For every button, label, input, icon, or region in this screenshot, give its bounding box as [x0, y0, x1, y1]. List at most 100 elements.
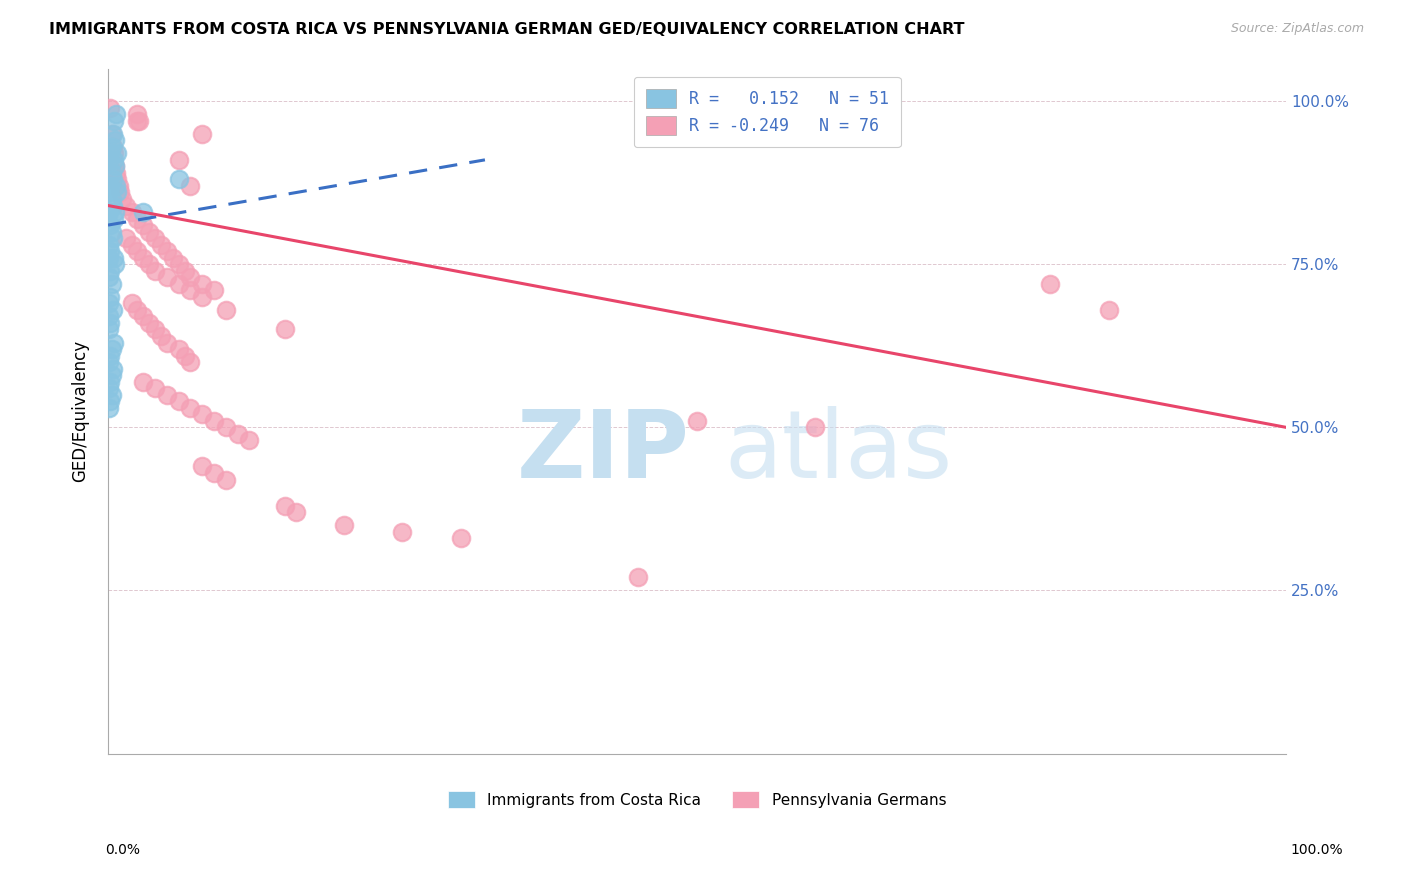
Point: [156, 270, 179, 285]
Point: [143, 264, 166, 278]
Point: [627, 570, 650, 584]
Point: [191, 407, 214, 421]
Point: [107, 146, 129, 161]
Point: [107, 186, 129, 200]
Point: [273, 322, 295, 336]
Point: [127, 107, 149, 121]
Point: [191, 127, 214, 141]
Point: [104, 257, 127, 271]
Point: [179, 270, 201, 285]
Point: [114, 198, 136, 212]
Point: [167, 153, 190, 167]
Point: [132, 251, 155, 265]
Point: [98, 322, 121, 336]
Point: [167, 342, 190, 356]
Point: [132, 310, 155, 324]
Point: [100, 387, 122, 401]
Text: 0.0%: 0.0%: [105, 843, 141, 857]
Point: [107, 172, 129, 186]
Point: [98, 244, 121, 259]
Text: Source: ZipAtlas.com: Source: ZipAtlas.com: [1230, 22, 1364, 36]
Point: [98, 401, 121, 415]
Point: [167, 257, 190, 271]
Point: [215, 302, 238, 317]
Point: [179, 283, 201, 297]
Point: [167, 172, 190, 186]
Point: [103, 335, 125, 350]
Point: [143, 381, 166, 395]
Point: [391, 524, 413, 539]
Point: [98, 355, 121, 369]
Point: [108, 186, 131, 200]
Point: [121, 237, 143, 252]
Point: [98, 270, 121, 285]
Point: [105, 166, 128, 180]
Point: [202, 466, 225, 480]
Point: [100, 368, 122, 383]
Point: [173, 349, 195, 363]
Point: [127, 244, 149, 259]
Point: [179, 355, 201, 369]
Point: [103, 113, 125, 128]
Point: [332, 518, 354, 533]
Text: IMMIGRANTS FROM COSTA RICA VS PENNSYLVANIA GERMAN GED/EQUIVALENCY CORRELATION CH: IMMIGRANTS FROM COSTA RICA VS PENNSYLVAN…: [49, 22, 965, 37]
Point: [98, 394, 121, 409]
Text: 100.0%: 100.0%: [1291, 843, 1343, 857]
Point: [104, 205, 127, 219]
Point: [98, 153, 121, 167]
Point: [107, 178, 129, 193]
Point: [98, 349, 121, 363]
Point: [101, 198, 124, 212]
Point: [238, 434, 260, 448]
Point: [150, 237, 173, 252]
Point: [143, 322, 166, 336]
Point: [101, 127, 124, 141]
Point: [105, 107, 128, 121]
Point: [100, 277, 122, 291]
Point: [101, 231, 124, 245]
Point: [98, 178, 121, 193]
Point: [98, 290, 121, 304]
Point: [103, 211, 125, 226]
Point: [226, 426, 249, 441]
Point: [121, 205, 143, 219]
Point: [114, 231, 136, 245]
Point: [101, 172, 124, 186]
Point: [98, 296, 121, 310]
Point: [98, 218, 121, 232]
Point: [156, 244, 179, 259]
Point: [100, 166, 122, 180]
Point: [98, 146, 121, 161]
Point: [132, 205, 155, 219]
Point: [111, 192, 134, 206]
Point: [100, 225, 122, 239]
Point: [98, 251, 121, 265]
Point: [285, 505, 308, 519]
Point: [191, 290, 214, 304]
Point: [100, 192, 122, 206]
Point: [1098, 302, 1121, 317]
Point: [100, 140, 122, 154]
Point: [138, 257, 160, 271]
Point: [98, 375, 121, 389]
Point: [191, 459, 214, 474]
Point: [127, 302, 149, 317]
Point: [98, 316, 121, 330]
Point: [104, 133, 127, 147]
Point: [127, 113, 149, 128]
Point: [215, 420, 238, 434]
Point: [127, 211, 149, 226]
Point: [132, 218, 155, 232]
Point: [191, 277, 214, 291]
Point: [215, 473, 238, 487]
Point: [101, 140, 124, 154]
Point: [103, 146, 125, 161]
Point: [128, 113, 150, 128]
Point: [101, 302, 124, 317]
Point: [138, 316, 160, 330]
Point: [121, 296, 143, 310]
Point: [156, 387, 179, 401]
Point: [98, 310, 121, 324]
Point: [98, 205, 121, 219]
Point: [98, 237, 121, 252]
